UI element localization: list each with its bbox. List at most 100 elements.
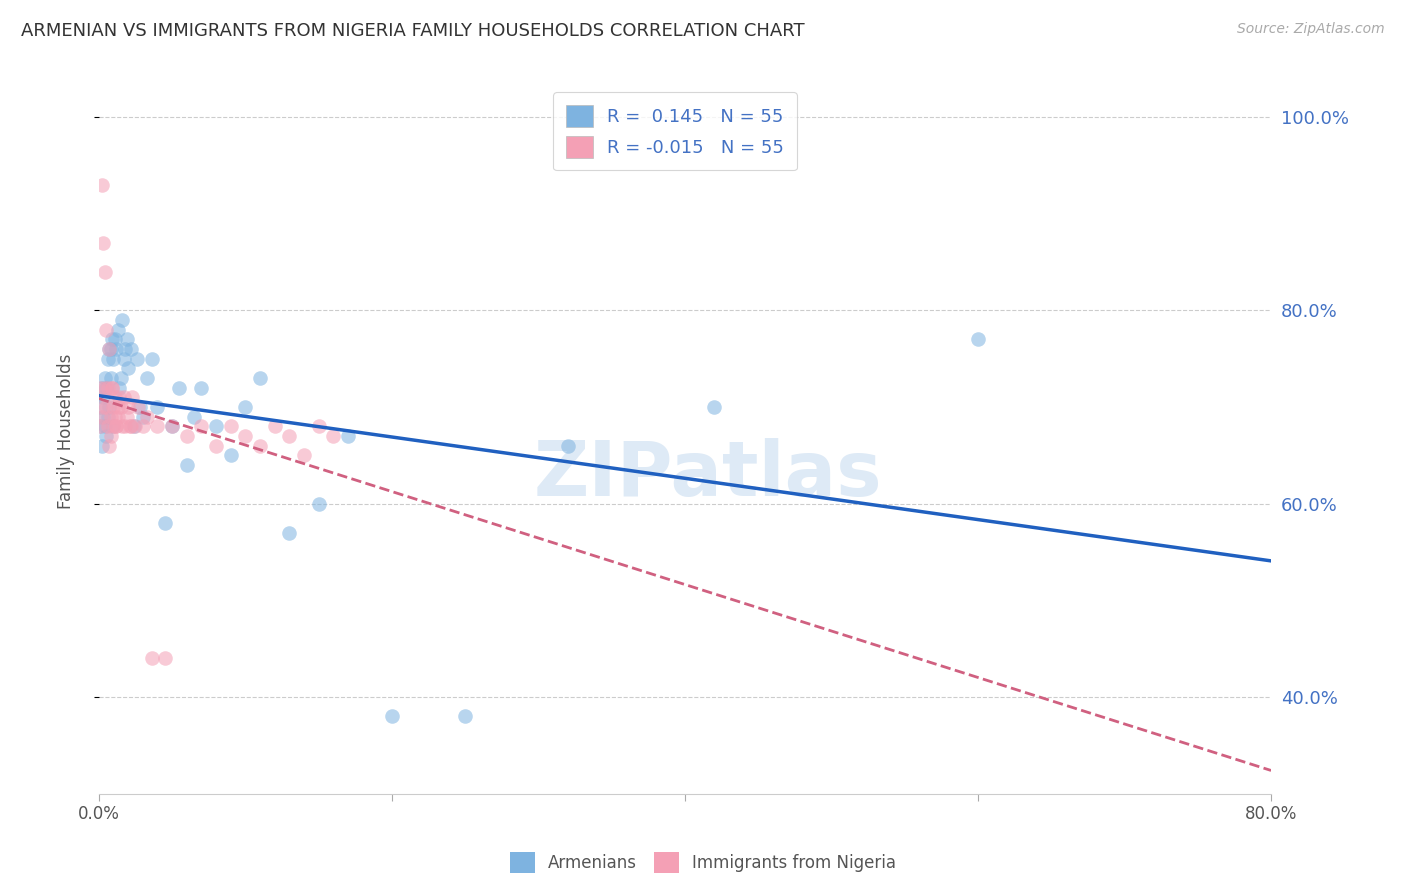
Text: ZIPatlas: ZIPatlas [534,438,883,512]
Point [94,400,117,414]
Point [132,419,155,434]
Point [124,419,146,434]
Point [93,381,115,395]
Point [176,429,198,443]
Point [103,419,125,434]
Point [121,390,143,404]
Point [557,439,579,453]
Point [97,381,120,395]
Point [141,651,163,665]
Legend: Armenians, Immigrants from Nigeria: Armenians, Immigrants from Nigeria [503,846,903,880]
Point [115,332,138,346]
Point [105,342,128,356]
Point [127,400,149,414]
Point [108,390,131,404]
Point [107,322,129,336]
Y-axis label: Family Households: Family Households [58,353,75,508]
Point [103,351,125,366]
Point [136,371,159,385]
Point [219,448,242,462]
Point [103,419,125,434]
Point [91,400,114,414]
Point [169,381,191,395]
Point [97,419,120,434]
Point [249,371,271,385]
Point [98,439,121,453]
Point [190,381,212,395]
Point [98,342,121,356]
Point [115,409,138,424]
Point [107,400,129,414]
Point [97,409,120,424]
Point [703,400,725,414]
Point [104,409,127,424]
Point [91,390,114,404]
Point [94,322,117,336]
Point [278,525,301,540]
Point [100,371,122,385]
Point [125,351,148,366]
Point [89,419,111,434]
Point [110,400,132,414]
Point [107,409,129,424]
Point [91,235,114,250]
Point [308,419,330,434]
Point [90,439,112,453]
Point [132,409,155,424]
Point [146,419,169,434]
Point [104,390,127,404]
Point [118,419,141,434]
Point [308,497,330,511]
Point [176,458,198,472]
Point [160,419,183,434]
Point [112,390,135,404]
Point [190,419,212,434]
Text: ARMENIAN VS IMMIGRANTS FROM NIGERIA FAMILY HOUSEHOLDS CORRELATION CHART: ARMENIAN VS IMMIGRANTS FROM NIGERIA FAMI… [21,22,804,40]
Point [153,651,176,665]
Point [105,419,128,434]
Point [98,342,121,356]
Point [117,400,139,414]
Point [120,342,142,356]
Point [89,419,111,434]
Point [146,400,169,414]
Point [233,400,256,414]
Point [93,419,115,434]
Point [103,400,125,414]
Point [454,709,477,723]
Point [94,381,117,395]
Point [104,332,127,346]
Point [110,371,132,385]
Point [322,429,344,443]
Point [100,429,122,443]
Legend: R =  0.145   N = 55, R = -0.015   N = 55: R = 0.145 N = 55, R = -0.015 N = 55 [554,92,797,170]
Point [114,419,136,434]
Point [111,419,134,434]
Point [122,419,145,434]
Point [128,400,150,414]
Point [114,342,136,356]
Point [153,516,176,530]
Point [381,709,404,723]
Point [117,361,139,376]
Point [90,178,112,192]
Point [89,381,111,395]
Point [105,419,128,434]
Point [205,439,228,453]
Point [160,419,183,434]
Point [120,419,142,434]
Point [111,313,134,327]
Point [100,342,122,356]
Point [292,448,315,462]
Point [94,429,117,443]
Point [93,264,115,278]
Text: Source: ZipAtlas.com: Source: ZipAtlas.com [1237,22,1385,37]
Point [91,409,114,424]
Point [100,409,122,424]
Point [90,381,112,395]
Point [89,400,111,414]
Point [108,381,131,395]
Point [249,439,271,453]
Point [98,400,121,414]
Point [97,351,120,366]
